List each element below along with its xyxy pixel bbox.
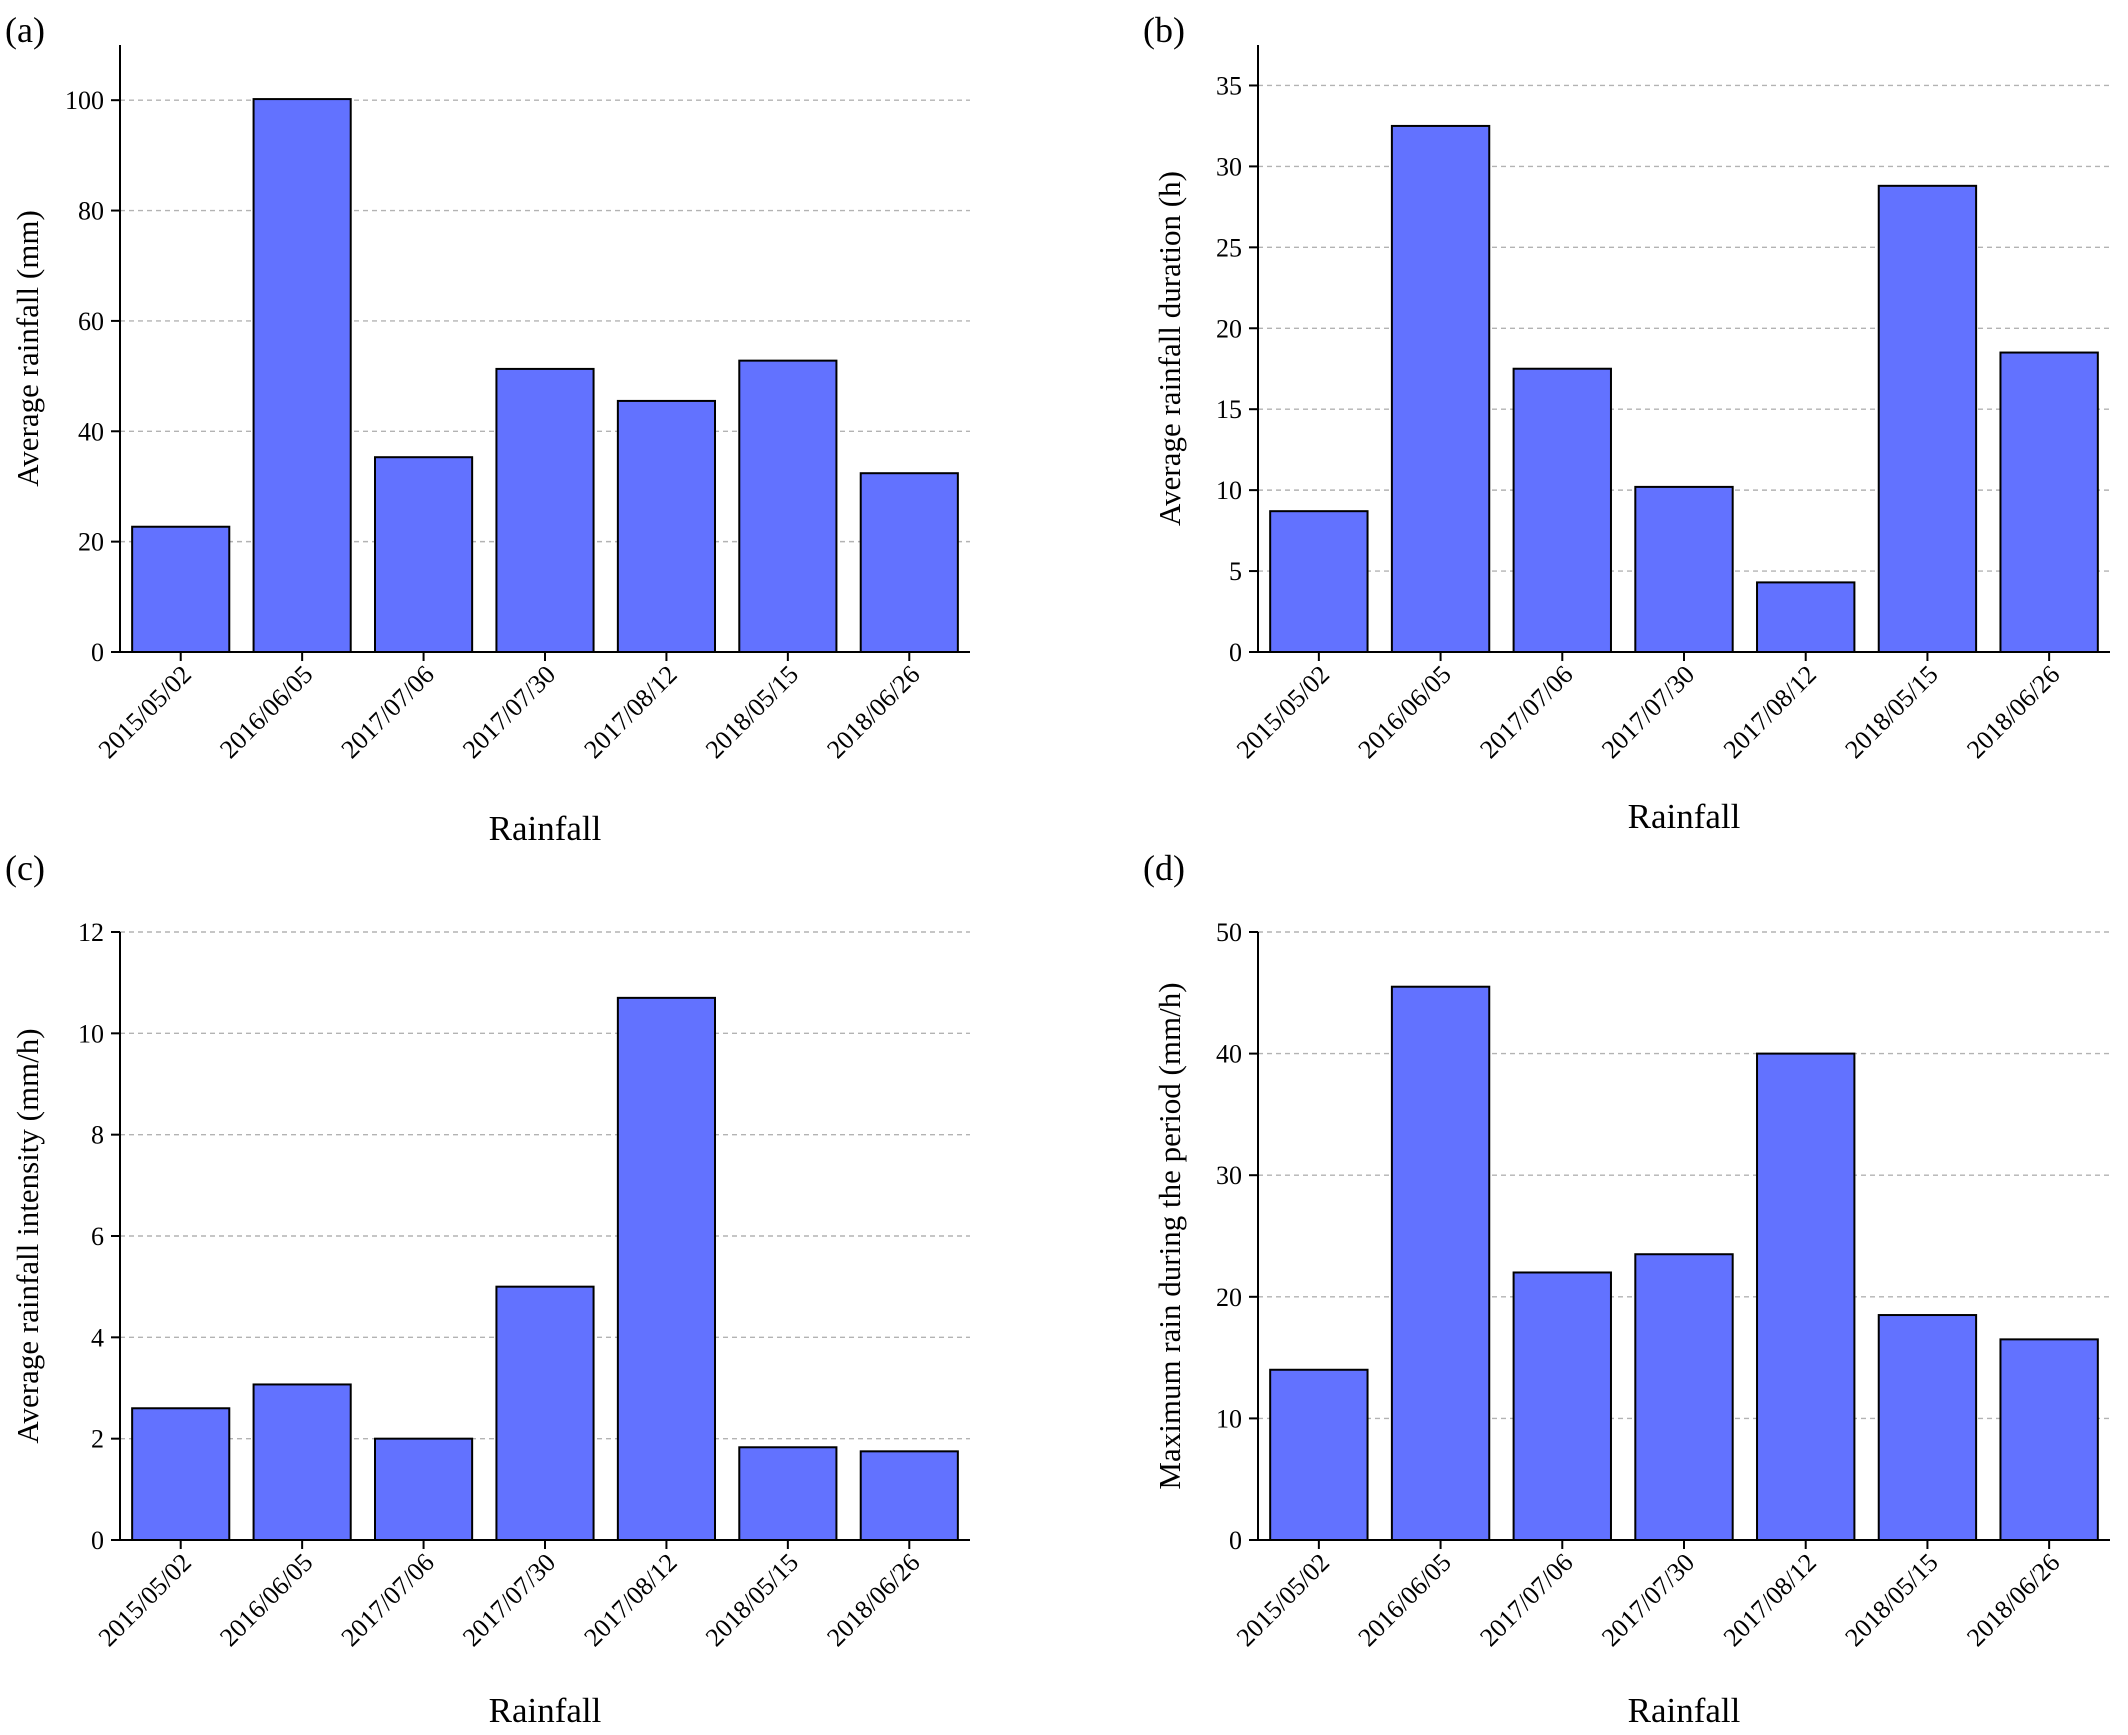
bar	[738, 1446, 838, 1542]
bar	[374, 456, 474, 654]
bar	[495, 1285, 595, 1541]
panel-label: (b)	[1143, 10, 1185, 50]
y-tick-label: 0	[1229, 1526, 1242, 1555]
y-axis-label: Average rainfall (mm)	[10, 210, 45, 487]
y-tick-label: 0	[91, 1526, 104, 1555]
bar	[131, 525, 231, 653]
bar	[1269, 510, 1369, 653]
y-tick-label: 10	[78, 1019, 104, 1048]
bar	[1512, 367, 1612, 653]
y-tick-label: 10	[1216, 476, 1242, 505]
y-tick-label: 0	[91, 638, 104, 667]
bar	[495, 367, 595, 653]
y-tick-label: 80	[78, 197, 104, 226]
y-tick-label: 0	[1229, 638, 1242, 667]
y-tick-label: 6	[91, 1222, 104, 1251]
bar	[1999, 1338, 2099, 1541]
panel-label: (a)	[5, 10, 45, 50]
bar	[738, 359, 838, 653]
bar	[616, 399, 716, 653]
bar	[1269, 1368, 1369, 1542]
bar	[1756, 581, 1856, 654]
bar	[1999, 351, 2099, 653]
y-tick-label: 60	[78, 307, 104, 336]
y-axis-label: Maximum rain during the period (mm/h)	[1152, 982, 1187, 1489]
y-axis-label: Average rainfall intensity (mm/h)	[10, 1028, 45, 1443]
y-tick-label: 50	[1216, 918, 1242, 947]
x-axis-label: Rainfall	[1628, 797, 1741, 836]
y-tick-label: 25	[1216, 233, 1242, 262]
y-tick-label: 35	[1216, 71, 1242, 100]
bar	[1634, 485, 1734, 653]
y-tick-label: 5	[1229, 557, 1242, 586]
x-axis-label: Rainfall	[489, 1691, 602, 1730]
bar	[1634, 1253, 1734, 1541]
y-tick-label: 10	[1216, 1404, 1242, 1433]
bar	[859, 472, 959, 653]
y-tick-label: 4	[91, 1323, 104, 1352]
bar	[252, 98, 352, 653]
panel-label: (d)	[1143, 848, 1185, 888]
bar	[1877, 1314, 1978, 1542]
bar	[859, 1450, 959, 1542]
y-axis-label: Average rainfall duration (h)	[1152, 171, 1187, 526]
y-tick-label: 40	[78, 417, 104, 446]
y-tick-label: 30	[1216, 1161, 1242, 1190]
bar	[1756, 1052, 1856, 1541]
bar	[616, 996, 716, 1541]
bar	[1512, 1271, 1612, 1541]
y-tick-label: 40	[1216, 1040, 1242, 1069]
x-axis-label: Rainfall	[1628, 1691, 1741, 1730]
y-tick-label: 30	[1216, 152, 1242, 181]
bar	[1877, 184, 1978, 653]
bar	[1390, 124, 1491, 653]
y-tick-label: 100	[65, 86, 104, 115]
bar	[252, 1383, 352, 1542]
bar	[1390, 985, 1491, 1541]
y-tick-label: 2	[91, 1425, 104, 1454]
y-tick-label: 20	[78, 528, 104, 557]
y-tick-label: 12	[78, 918, 104, 947]
bar	[131, 1407, 231, 1542]
y-tick-label: 8	[91, 1121, 104, 1150]
bar	[374, 1437, 474, 1541]
y-tick-label: 20	[1216, 1283, 1242, 1312]
panel-label: (c)	[5, 848, 45, 888]
y-tick-label: 15	[1216, 395, 1242, 424]
x-axis-label: Rainfall	[489, 809, 602, 848]
y-tick-label: 20	[1216, 314, 1242, 343]
